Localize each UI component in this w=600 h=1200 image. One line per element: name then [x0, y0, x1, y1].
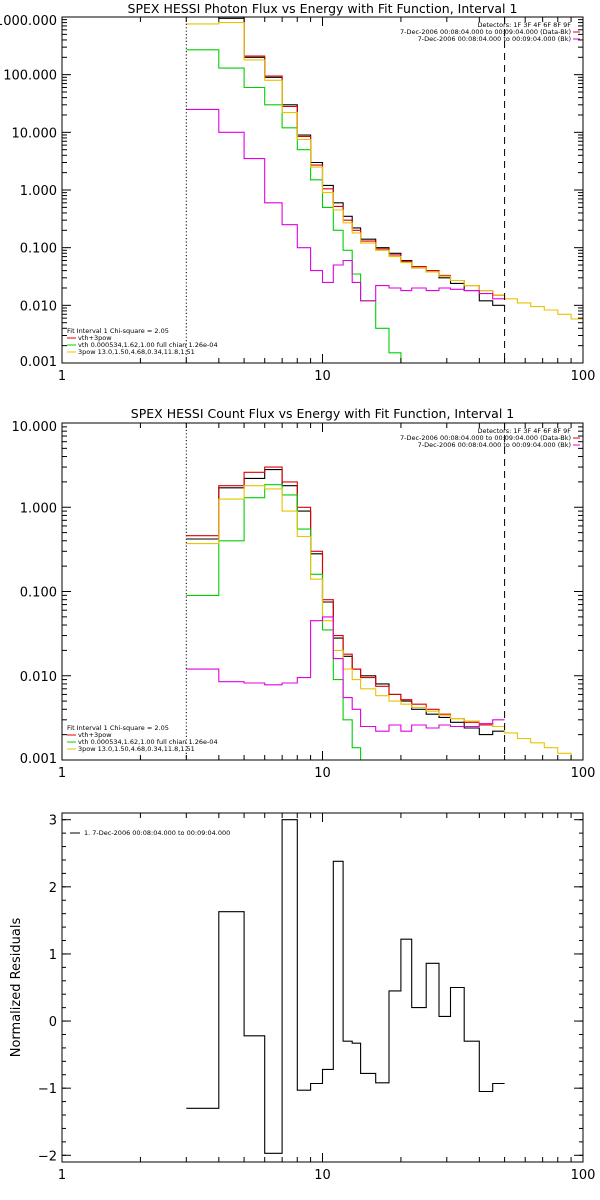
series-line-4 [186, 616, 505, 732]
fit-legend-text: 3pow 13.0,1.50,4.68,0.34,11.8,1.51 [78, 348, 195, 356]
series-group [186, 819, 505, 1154]
y-tick-label: 10.000 [12, 126, 58, 141]
y-tick-label: 1.000 [20, 501, 57, 516]
y-tick-label: 0 [49, 1015, 57, 1030]
series-group [186, 17, 583, 363]
x-tick-label: 1 [58, 1168, 66, 1183]
y-tick-label: 100.000 [3, 69, 57, 84]
fit-legend-text: Fit Interval 1 Chi-square = 2.05 [67, 327, 169, 335]
series-line-0 [186, 469, 505, 736]
count-flux-panel: SPEX HESSI Count Flux vs Energy with Fit… [12, 406, 596, 781]
y-tick-label: −1 [38, 1082, 57, 1097]
y-tick-label: 1.000 [20, 184, 57, 199]
series-line-3 [186, 22, 583, 320]
y-tick-label: 0.001 [20, 355, 57, 370]
series-line-0 [186, 819, 505, 1154]
series-line-4 [186, 108, 505, 302]
annotation-top-right: 7-Dec-2006 00:08:04.000 to 00:09:04.000 … [418, 35, 571, 43]
annotation-top-right: 7-Dec-2006 00:08:04.000 to 00:09:04.000 … [400, 28, 571, 36]
y-tick-label: 0.010 [20, 670, 57, 685]
y-axis-label: Normalized Residuals [9, 918, 24, 1058]
x-tick-label: 100 [571, 1168, 596, 1183]
plot-frame [61, 812, 584, 1163]
residual-legend-text: 1. 7-Dec-2006 00:08:04.000 to 00:09:04.0… [84, 829, 230, 837]
fit-legend-text: vth+3pow [78, 731, 112, 739]
series-line-3 [186, 485, 583, 760]
series-line-2 [186, 49, 402, 363]
x-tick-label: 100 [571, 766, 596, 781]
fit-legend-text: vth+3pow [78, 334, 112, 342]
y-tick-label: 10.000 [12, 420, 58, 435]
annotation-top-right: 7-Dec-2006 00:08:04.000 to 00:09:04.000 … [418, 441, 571, 449]
y-tick-label: 2 [49, 881, 57, 896]
y-tick-label: 3 [49, 814, 57, 829]
annotation-top-right: Detectors: 1F 3F 4F 6F 8F 9F [477, 21, 571, 29]
x-tick-label: 1 [58, 369, 66, 384]
fit-legend-text: Fit Interval 1 Chi-square = 2.05 [67, 724, 169, 732]
y-tick-label: 0.001 [20, 752, 57, 767]
x-tick-label: 10 [314, 369, 331, 384]
x-tick-label: 1 [58, 766, 66, 781]
y-tick-label: 1 [49, 948, 57, 963]
x-tick-label: 100 [571, 369, 596, 384]
y-tick-label: −2 [38, 1149, 57, 1164]
y-tick-label: 0.010 [20, 299, 57, 314]
x-tick-label: 10 [314, 766, 331, 781]
photon-flux-panel: SPEX HESSI Photon Flux vs Energy with Fi… [0, 1, 595, 384]
fit-legend-text: vth 0.000534,1.62,1.00 full chian 1.26e-… [78, 341, 218, 349]
series-group [186, 466, 583, 760]
fit-legend-text: 3pow 13.0,1.50,4.68,0.34,11.8,1.51 [78, 745, 195, 753]
annotation-top-right: Detectors: 1F 3F 4F 6F 8F 9F [477, 427, 571, 435]
x-tick-label: 10 [314, 1168, 331, 1183]
series-line-1 [218, 17, 505, 296]
series-line-1 [186, 466, 505, 728]
fit-legend-text: vth 0.000534,1.62,1.00 full chian 1.26e-… [78, 738, 218, 746]
annotation-top-right: 7-Dec-2006 00:08:04.000 to 00:09:04.000 … [400, 434, 571, 442]
y-tick-label: 1000.000 [0, 14, 57, 29]
series-line-0 [186, 17, 505, 306]
chart-title: SPEX HESSI Photon Flux vs Energy with Fi… [128, 1, 518, 16]
y-tick-label: 0.100 [20, 242, 57, 257]
series-line-2 [186, 484, 362, 760]
chart-title: SPEX HESSI Count Flux vs Energy with Fit… [131, 406, 514, 421]
y-tick-label: 0.100 [20, 586, 57, 601]
